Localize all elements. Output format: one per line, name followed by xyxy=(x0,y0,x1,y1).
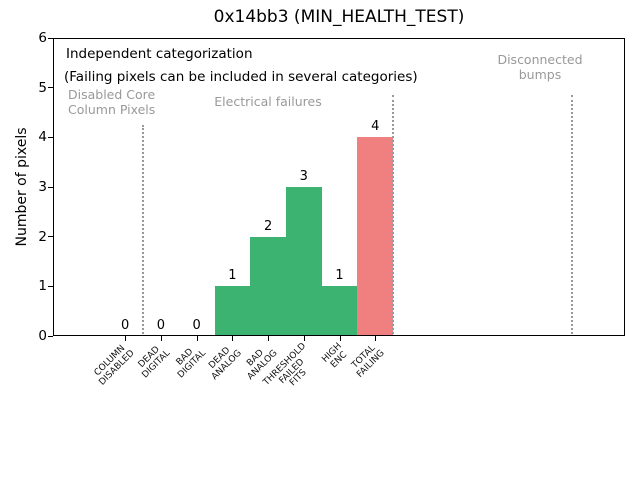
bar-value-label: 1 xyxy=(335,268,344,284)
x-tick-label-text: TOTAL FAILING xyxy=(350,343,387,380)
bar-high-enc xyxy=(321,286,358,335)
section-label-electrical-failures: Electrical failures xyxy=(214,94,322,109)
y-tick-label: 3 xyxy=(38,179,47,195)
bar-value-label: 0 xyxy=(156,318,166,333)
y-tick-mark xyxy=(48,186,53,188)
x-tick-mark xyxy=(196,336,198,341)
y-tick-label: 5 xyxy=(38,79,47,96)
y-tick-label: 1 xyxy=(38,278,47,295)
bar-value-label: 0 xyxy=(192,318,201,333)
section-divider-disabled-core-column-pixels xyxy=(142,125,145,334)
chart-title: 0x14bb3 (MIN_HEALTH_TEST) xyxy=(213,7,465,27)
x-tick-mark xyxy=(125,336,127,341)
annotation-independent-categorization: Independent categorization xyxy=(66,46,253,62)
x-tick-mark xyxy=(160,336,162,341)
x-tick-mark xyxy=(268,336,270,341)
y-tick-label: 6 xyxy=(38,30,47,46)
bar-value-label: 2 xyxy=(263,218,273,234)
bar-total-failing xyxy=(357,137,394,335)
y-tick-mark xyxy=(48,285,53,287)
bar-value-label: 4 xyxy=(371,119,380,135)
bar-bad-analog xyxy=(250,236,286,335)
x-tick-mark xyxy=(303,336,305,341)
y-tick-mark xyxy=(48,37,53,39)
bar-value-label: 0 xyxy=(121,318,130,333)
y-tick-label: 2 xyxy=(38,228,47,245)
bar-threshold-failed-fits xyxy=(285,187,322,335)
bar-value-label: 1 xyxy=(228,268,237,284)
y-tick-mark xyxy=(48,335,53,337)
section-divider-electrical-failures xyxy=(392,95,395,334)
bar-value-label: 3 xyxy=(299,169,308,184)
section-divider-disconnected-bumps xyxy=(570,95,573,334)
bar-dead-analog xyxy=(214,286,251,335)
y-tick-mark xyxy=(48,236,53,238)
y-tick-label: 4 xyxy=(38,129,47,146)
x-tick-mark xyxy=(339,336,341,341)
y-tick-mark xyxy=(48,87,53,89)
x-tick-mark xyxy=(232,336,234,341)
section-label-disconnected-bumps: Disconnected bumps xyxy=(497,52,583,82)
annotation-failing-pixels-note: (Failing pixels can be included in sever… xyxy=(64,69,418,85)
section-label-disabled-core-column-pixels: Disabled Core Column Pixels xyxy=(68,87,156,117)
x-tick-mark xyxy=(375,336,377,341)
y-tick-label: 0 xyxy=(38,328,47,344)
y-tick-mark xyxy=(48,136,53,138)
